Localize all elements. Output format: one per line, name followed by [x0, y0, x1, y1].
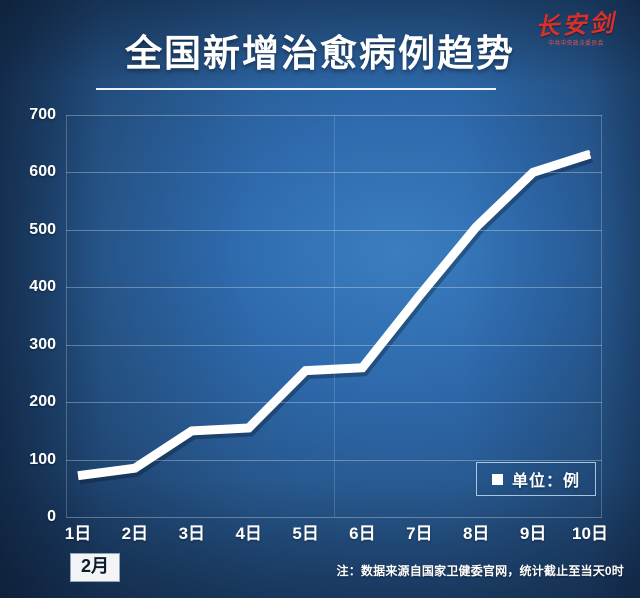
plot-area [66, 115, 602, 518]
brand-logo: 长安剑 中共中央政法委员会 [528, 10, 624, 60]
y-axis-tick-label: 0 [47, 508, 56, 525]
line-highlight [77, 150, 591, 475]
gridline-horizontal [66, 287, 602, 289]
brand-logo-sub-text: 中共中央政法委员会 [548, 41, 604, 47]
gridline-horizontal [66, 459, 602, 461]
y-axis-tick-label: 400 [29, 278, 56, 296]
gridline-horizontal [66, 172, 602, 174]
month-badge: 2月 [70, 553, 121, 582]
legend-swatch-icon [491, 473, 503, 485]
x-axis-tick-label: 6日 [349, 524, 376, 543]
legend: 单位：例 [476, 462, 596, 496]
y-axis-tick-label: 300 [29, 335, 56, 353]
title-block: 全国新增治愈病例趋势 [0, 32, 640, 82]
x-axis-tick-label: 7日 [406, 524, 433, 543]
x-axis-tick-label: 3日 [178, 524, 206, 543]
axis-line-right [601, 115, 602, 517]
y-axis-tick-label: 700 [29, 106, 56, 123]
brand-logo-main-text: 长安剑 [534, 10, 618, 42]
x-axis-tick-label: 10日 [572, 524, 608, 543]
y-axis-tick-label: 100 [29, 450, 56, 468]
title-underline [96, 88, 496, 90]
line-path [77, 149, 592, 481]
line-series [77, 149, 594, 485]
x-axis-tick-label: 5日 [292, 524, 319, 543]
legend-label: 单位：例 [511, 473, 580, 490]
x-axis-tick-label: 1日 [64, 524, 92, 543]
gridline-horizontal [66, 517, 602, 518]
y-axis-labels: 0 100 200 300 400 500 600 700 [0, 107, 640, 525]
y-axis-tick-label: 500 [29, 220, 56, 238]
x-axis-tick-label: 8日 [462, 524, 490, 543]
axis-line-left [66, 115, 67, 517]
gridline-vertical [334, 115, 335, 517]
x-axis-tick-label: 9日 [519, 524, 547, 543]
source-note: 注：数据来源自国家卫健委官网，统计截止至当天0时 [336, 564, 624, 578]
gridline-horizontal [66, 402, 602, 404]
y-axis-tick-label: 600 [29, 163, 56, 181]
x-axis-tick-label: 4日 [235, 524, 262, 543]
y-axis-tick-label: 200 [29, 393, 56, 411]
page-title: 全国新增治愈病例趋势 [125, 33, 515, 74]
gridline-horizontal [66, 229, 602, 231]
x-axis-labels: 1日 2日 3日 4日 5日 6日 7日 8日 9日 10日 [64, 524, 608, 551]
gridline-horizontal [66, 115, 602, 116]
gridline-horizontal [66, 344, 602, 346]
x-axis-tick-label: 2日 [121, 524, 149, 543]
